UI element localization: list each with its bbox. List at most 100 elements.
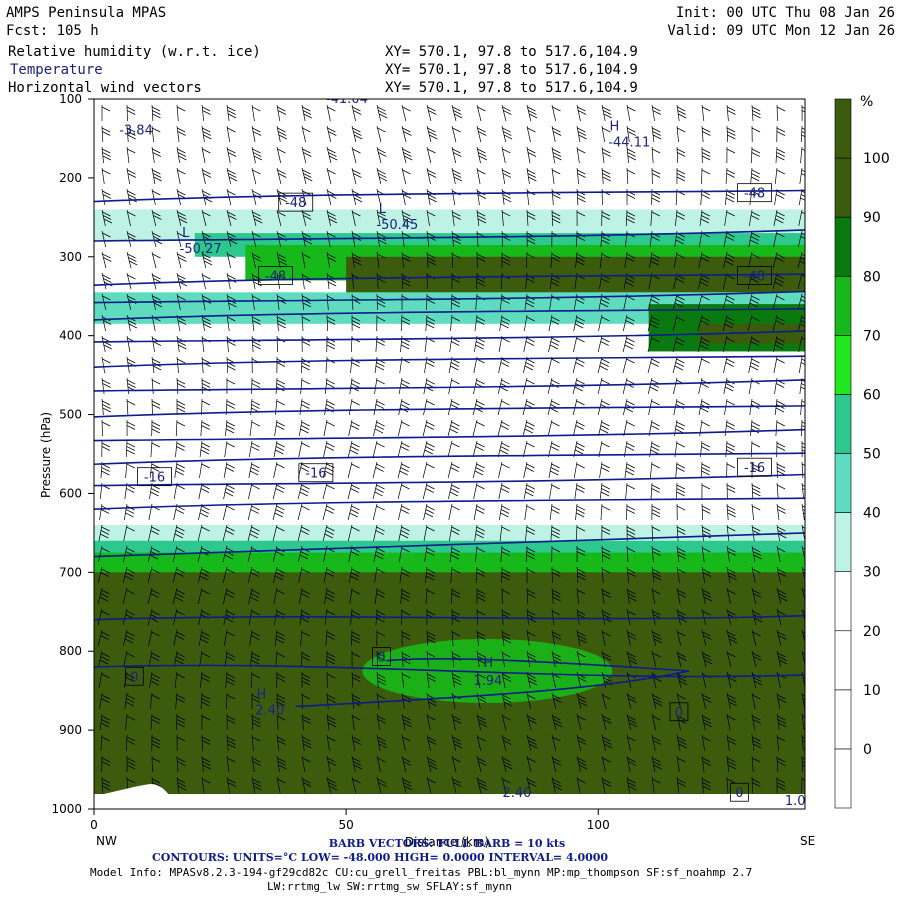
barb-flag (526, 505, 535, 511)
colorbar-tick-label: 50 (863, 447, 881, 463)
barb-staff (451, 629, 454, 647)
barb-staff (101, 209, 106, 227)
barb-staff (776, 671, 781, 689)
barb-staff (801, 629, 805, 644)
barb-flag (502, 127, 511, 133)
wind-barb (572, 335, 585, 353)
barb-flag (552, 694, 561, 700)
barb-flag (452, 127, 461, 133)
barb-flag (802, 505, 805, 508)
wind-barb (676, 125, 686, 143)
barb-flag (699, 344, 708, 350)
wind-barb (551, 209, 561, 227)
wind-barb (150, 440, 161, 458)
wind-barb (326, 692, 336, 710)
barb-flag (325, 593, 335, 598)
barb-flag (253, 257, 262, 262)
barb-staff (601, 587, 605, 605)
barb-staff (226, 146, 231, 164)
barb-staff (101, 272, 107, 290)
barb-staff (248, 587, 253, 605)
isotherm-line (94, 532, 805, 558)
barb-flag (526, 484, 535, 490)
barb-flag (277, 110, 287, 115)
barb-flag (378, 152, 387, 157)
barb-staff (326, 251, 331, 269)
barb-flag (576, 505, 585, 511)
barb-flag (525, 491, 534, 497)
barb-staff (701, 545, 705, 563)
wind-barb (299, 398, 310, 416)
barb-flag (177, 169, 186, 175)
barb-flag (101, 719, 110, 724)
barb-flag (751, 169, 760, 175)
barb-flag (353, 764, 363, 770)
wind-barb (126, 167, 137, 185)
wind-barb (372, 461, 385, 479)
barb-staff (175, 419, 178, 437)
barb-staff (647, 314, 653, 332)
barb-flag (576, 400, 585, 406)
barb-flag (226, 442, 235, 448)
barb-staff (497, 440, 503, 458)
wind-barb (701, 104, 711, 122)
barb-flag (175, 656, 185, 661)
barb-staff (250, 671, 253, 689)
barb-flag (299, 491, 308, 497)
barb-flag (475, 446, 484, 451)
wind-barb (123, 524, 135, 542)
barb-staff (626, 146, 629, 164)
barb-staff (451, 587, 453, 605)
wind-barb (676, 545, 687, 563)
barb-flag (501, 320, 510, 325)
wind-barb (172, 524, 185, 542)
barb-flag (202, 778, 211, 784)
barb-staff (451, 713, 456, 731)
wind-barb (673, 251, 685, 269)
wind-barb (701, 125, 711, 143)
colorbar-tick-label: 60 (863, 387, 881, 403)
wind-barb (150, 713, 161, 731)
wind-barb (701, 587, 713, 605)
wind-barb (198, 629, 210, 647)
wind-barb (126, 272, 136, 290)
wind-barb (576, 713, 586, 731)
wind-barb (426, 755, 438, 773)
barb-flag (303, 173, 312, 178)
barb-flag (426, 568, 435, 574)
barb-staff (500, 272, 503, 290)
barb-flag (276, 652, 286, 658)
barb-flag (676, 400, 685, 406)
barb-staff (401, 146, 407, 164)
barb-flag (776, 757, 786, 763)
barb-flag (326, 526, 335, 532)
wind-barb (397, 440, 410, 458)
wind-barb (301, 104, 312, 122)
barb-staff (748, 251, 753, 269)
wind-barb (676, 566, 686, 584)
barb-flag (425, 362, 435, 367)
wind-barb (424, 545, 435, 563)
barb-flag (202, 274, 211, 280)
barb-staff (323, 566, 328, 584)
wind-barb (626, 608, 636, 626)
barb-staff (301, 755, 306, 773)
barb-flag (776, 211, 785, 217)
barb-flag (377, 656, 386, 661)
barb-staff (401, 125, 407, 143)
barb-staff (650, 482, 653, 500)
barb-flag (375, 425, 384, 430)
barb-flag (801, 736, 805, 739)
barb-flag (303, 782, 312, 787)
barb-flag (450, 467, 459, 472)
barb-staff (376, 776, 382, 794)
barb-flag (403, 194, 412, 199)
barb-staff (726, 125, 729, 143)
wind-barb (426, 104, 437, 122)
barb-staff (726, 503, 729, 521)
wind-barb (276, 692, 286, 710)
barb-staff (97, 629, 103, 647)
barb-flag (102, 169, 111, 175)
barb-staff (647, 377, 653, 395)
barb-staff (724, 419, 728, 437)
